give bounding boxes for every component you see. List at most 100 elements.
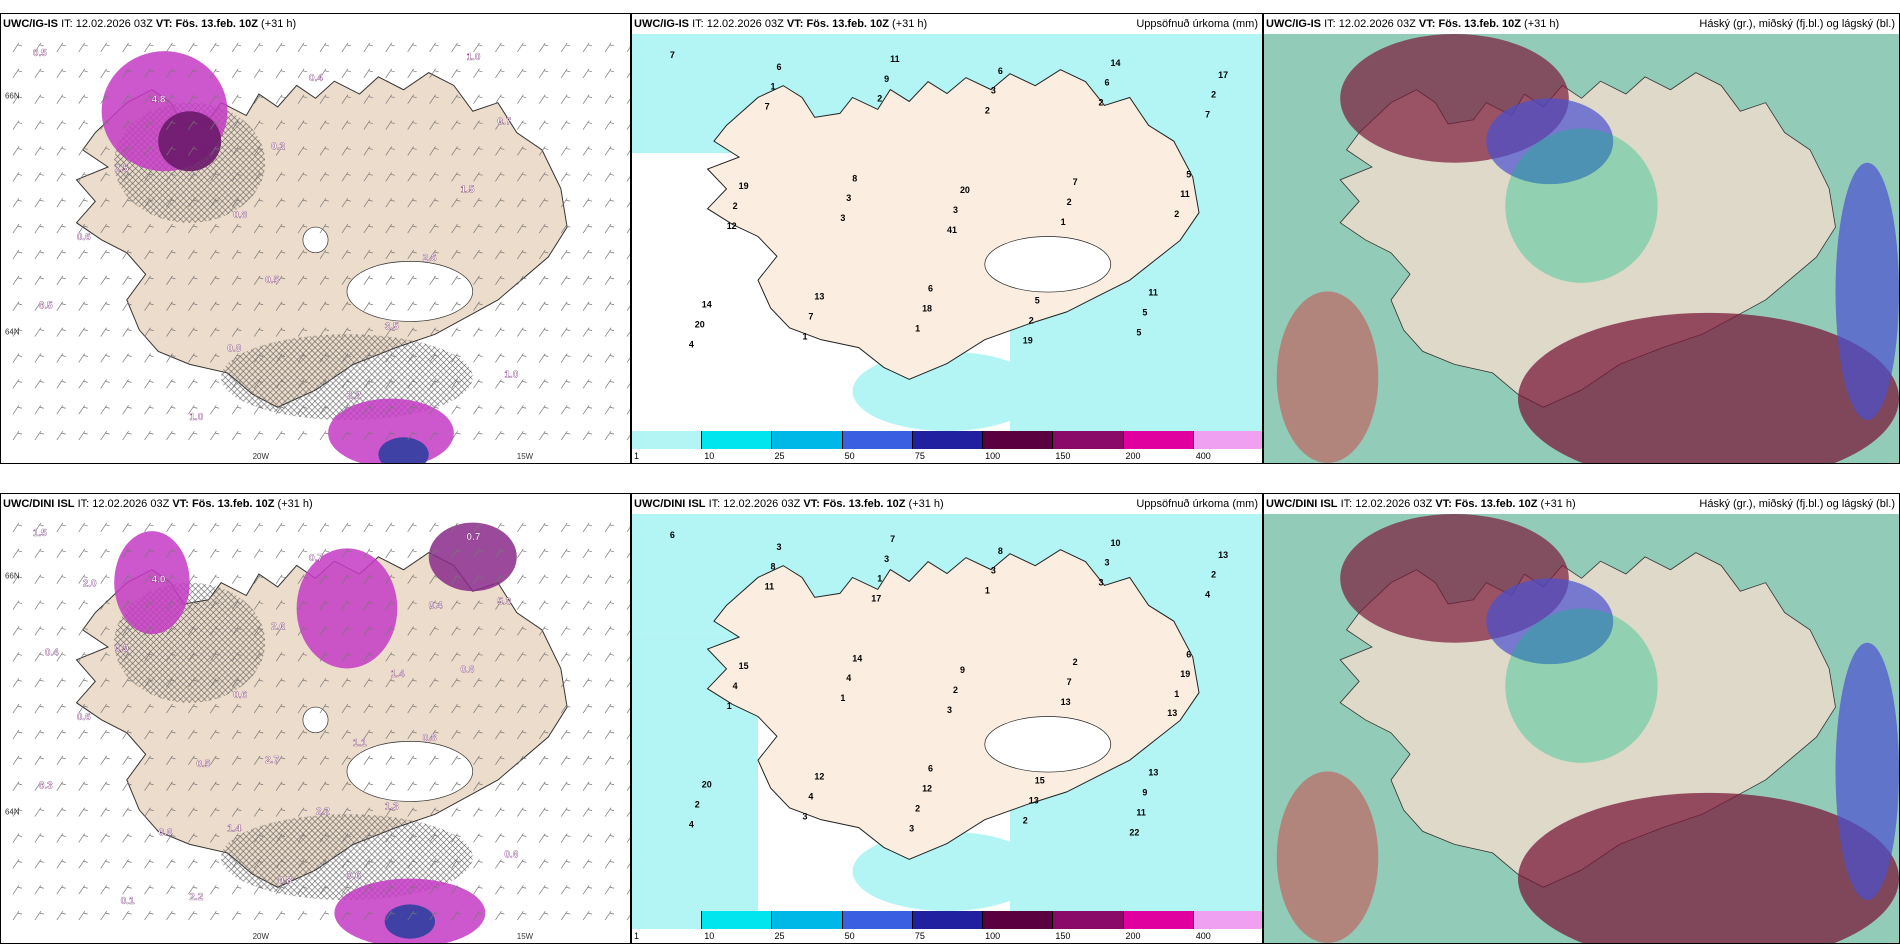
wind-barb: [188, 249, 198, 260]
wind-barb: [560, 729, 571, 740]
precip-label: 15: [1035, 776, 1045, 786]
wind-barb: [385, 574, 395, 584]
wind-barb: [12, 678, 23, 688]
wind-barb: [34, 729, 44, 740]
wind-barb: [34, 755, 44, 766]
wind-barb: [12, 353, 23, 363]
wind-barb: [517, 120, 527, 130]
wind-barb: [451, 522, 461, 533]
wind-barb: [473, 327, 483, 337]
wind-barb: [210, 885, 220, 895]
wind-barb: [253, 600, 264, 610]
wind-barb: [429, 755, 439, 766]
wind-barb: [144, 198, 154, 208]
wind-barb: [34, 146, 44, 156]
wind-barb: [604, 379, 615, 389]
wind-barb: [12, 223, 23, 234]
wind-barb: [12, 781, 23, 791]
wind-barb: [363, 548, 373, 558]
wind-barb: [560, 172, 571, 182]
wind-barb: [473, 522, 483, 533]
wind-barb: [626, 409, 630, 415]
wind-barb: [582, 910, 593, 921]
wind-barb: [78, 198, 88, 208]
wind-barb: [297, 755, 308, 766]
wind-barb: [275, 910, 286, 921]
wind-barb: [407, 859, 417, 869]
wind-barb: [473, 652, 483, 662]
wind-barb: [231, 885, 242, 895]
wind-barb: [144, 652, 154, 662]
wind-barb: [144, 885, 154, 895]
colorbar-label: 150: [1055, 931, 1071, 941]
wind-barb: [451, 833, 461, 843]
wind-barb: [253, 755, 264, 766]
glacier: [984, 236, 1112, 293]
wind-barb: [538, 120, 549, 130]
wind-barb: [297, 652, 308, 662]
colorbar-swatch: [772, 911, 843, 929]
wind-barb: [231, 405, 242, 415]
wind-barb: [56, 755, 66, 766]
wind-barb: [407, 301, 417, 311]
precip-label: 3: [840, 213, 845, 223]
map-svg: [1264, 34, 1899, 463]
wind-barb: [341, 275, 351, 286]
wind-barb: [56, 548, 66, 558]
wind-barb: [538, 626, 549, 636]
wind-barb: [560, 42, 571, 53]
wind-barb: [341, 405, 351, 415]
wind-barb: [517, 68, 527, 78]
wind-barb: [319, 885, 330, 895]
wind-barb: [210, 678, 220, 688]
wind-barb: [582, 275, 593, 286]
wind-barb: [495, 833, 505, 843]
wind-barb: [144, 755, 154, 766]
wind-barb: [166, 729, 176, 740]
wind-barb: [275, 678, 286, 688]
wind-barb: [275, 652, 286, 662]
wind-barb: [253, 353, 264, 363]
snow-label: 2.2: [347, 390, 361, 401]
wind-barb: [363, 703, 373, 714]
precip-label: 7: [808, 312, 813, 322]
wind-barb: [56, 353, 66, 363]
wind-barb: [495, 353, 505, 363]
wind-barb: [122, 652, 132, 662]
wind-barb: [604, 652, 615, 662]
glacier: [346, 741, 474, 802]
wind-barb: [78, 548, 88, 558]
colorbar-label: 50: [844, 451, 855, 461]
snow-label: 1.0: [467, 52, 481, 63]
wind-barb: [166, 885, 176, 895]
snow-label: 2.2: [316, 807, 330, 818]
wind-barb: [582, 678, 593, 688]
wind-barb: [319, 301, 330, 311]
wind-barb: [297, 172, 308, 182]
snow-label: 0.9: [115, 643, 129, 654]
wind-barb: [582, 68, 593, 78]
wind-barb: [604, 626, 615, 636]
wind-barb: [363, 626, 373, 636]
snow-label: 0.5: [39, 301, 53, 312]
glacier: [302, 226, 329, 254]
precip-label: 11: [765, 582, 774, 592]
wind-barb: [100, 146, 110, 156]
panel-header: UWC/IG-IS IT: 12.02.2026 03Z VT: Fös. 13…: [1264, 14, 1899, 34]
wind-barb: [166, 574, 176, 584]
wind-barb: [560, 600, 571, 610]
wind-barb: [582, 430, 593, 441]
precip-label: 2: [1211, 570, 1216, 580]
wind-barb: [56, 910, 66, 921]
map-area: 7 6 5 11 11 8 14 13 7 6 5 19 6 14 20 17 18 11 9 5 3 6 7 2 1 2 2 3 20…: [632, 34, 1262, 431]
wind-barb: [604, 198, 615, 208]
snow-label: 2.5: [115, 163, 129, 174]
wind-barb: [144, 833, 154, 843]
wind-barb: [451, 327, 461, 337]
colorbar-swatch: [772, 431, 843, 449]
wind-barb: [319, 146, 330, 156]
axis-label: 66N: [5, 91, 20, 100]
wind-barb: [78, 146, 88, 156]
wind-barb: [210, 405, 220, 415]
wind-barb: [385, 146, 395, 156]
